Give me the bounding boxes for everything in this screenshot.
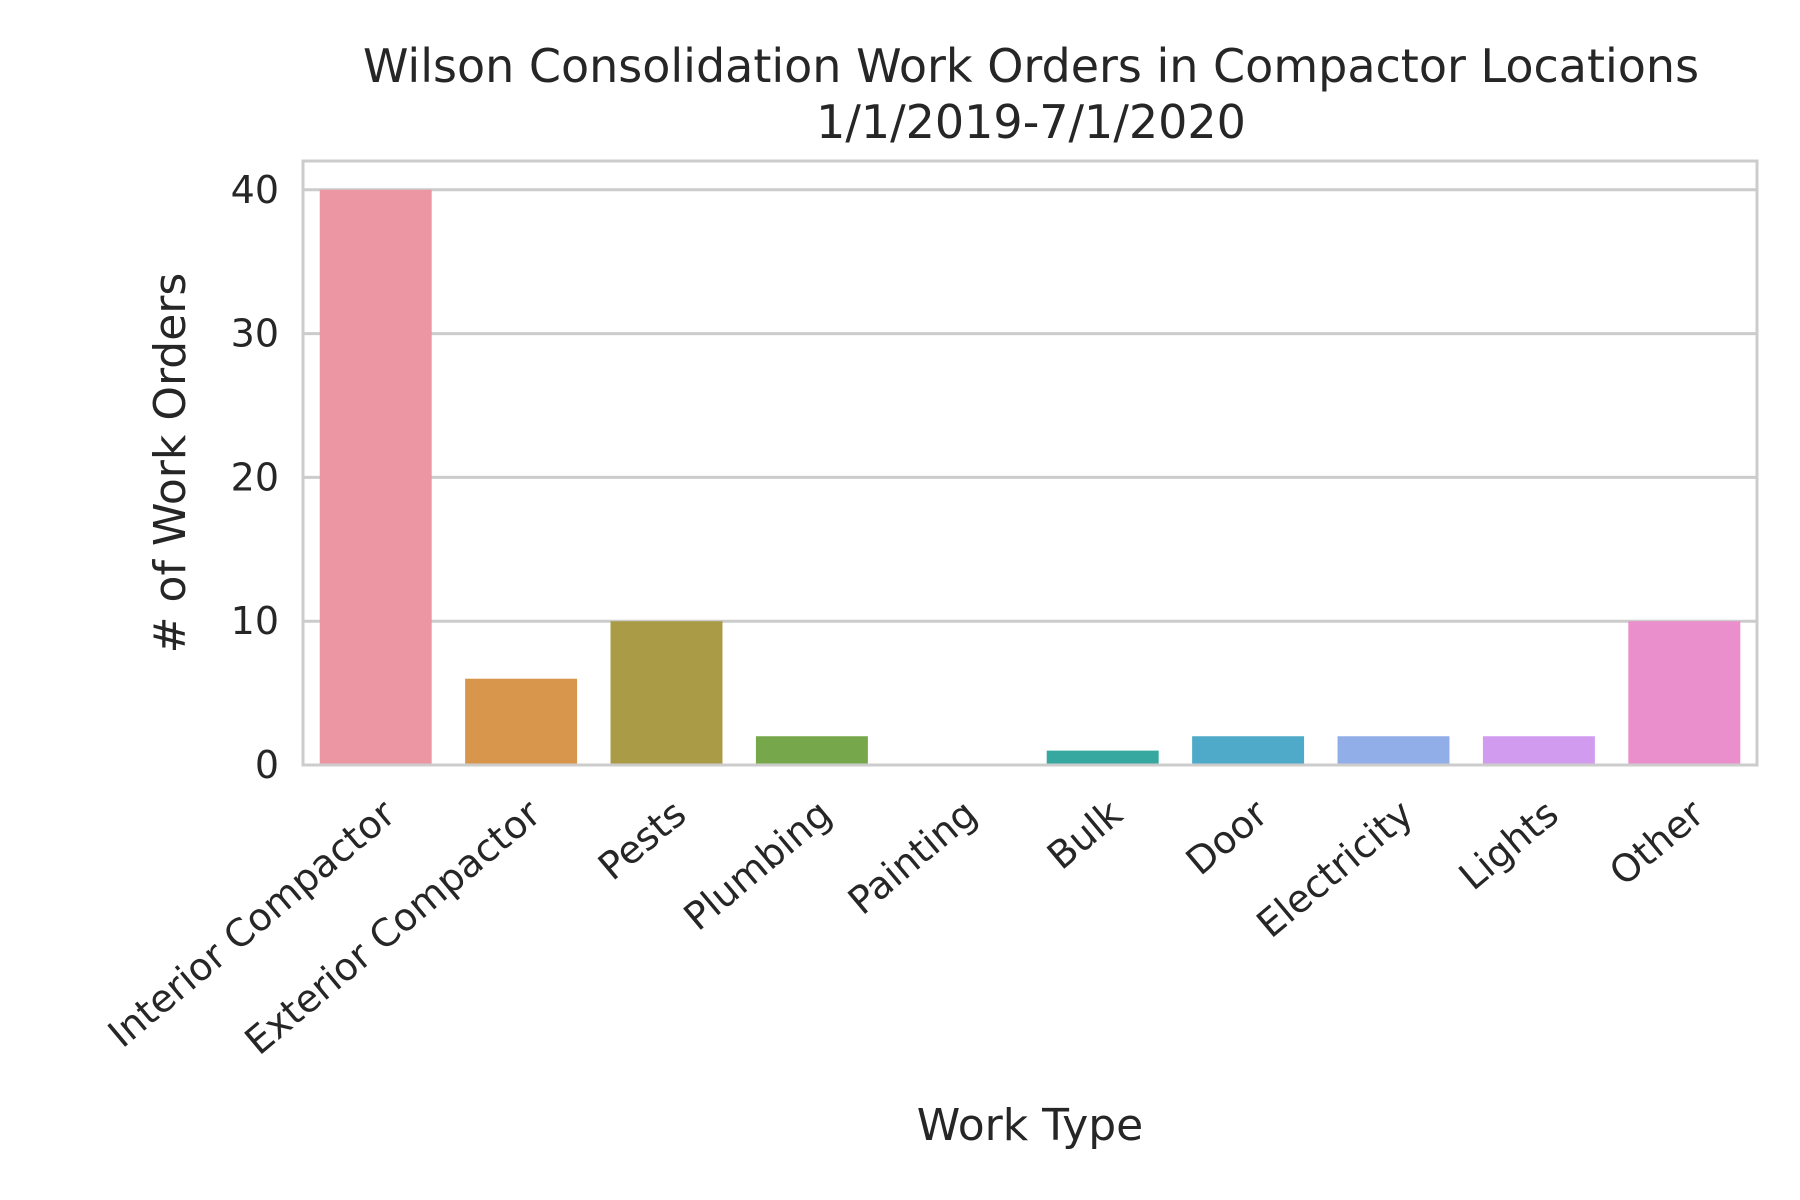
x-tick-label-lights: Lights (1451, 791, 1567, 898)
bar-exterior-compactor (465, 678, 578, 765)
y-axis-label: # of Work Orders (145, 273, 196, 654)
y-tick-labels: 0 10 20 30 40 (231, 168, 279, 787)
x-tick-label-other: Other (1601, 791, 1712, 894)
x-tick-label-bulk: Bulk (1039, 791, 1131, 878)
x-axis-label: Work Type (917, 1100, 1143, 1151)
bar-lights (1482, 736, 1595, 765)
x-tick-label-painting: Painting (840, 791, 985, 923)
bar-interior-compactor (319, 189, 432, 765)
chart-title-line-1: Wilson Consolidation Work Orders in Comp… (363, 39, 1699, 93)
bar-other (1628, 621, 1741, 765)
y-tick-label-0: 0 (255, 743, 279, 787)
plot-frame (301, 159, 1759, 767)
x-tick-label-electricity: Electricity (1248, 791, 1421, 946)
bars (319, 189, 1741, 766)
chart-title-line-2: 1/1/2019-7/1/2020 (816, 95, 1246, 149)
bar-plumbing (755, 736, 868, 765)
bar-pests (610, 621, 723, 765)
y-tick-label-3: 30 (231, 312, 279, 356)
x-tick-label-door: Door (1178, 791, 1277, 884)
bar-door (1192, 736, 1305, 765)
x-tick-label-plumbing: Plumbing (675, 791, 839, 939)
y-tick-label-2: 20 (231, 455, 279, 499)
x-tick-label-pests: Pests (590, 791, 694, 889)
bar-bulk (1046, 750, 1159, 765)
bar-electricity (1337, 736, 1450, 765)
y-tick-label-4: 40 (231, 168, 279, 212)
y-tick-label-1: 10 (231, 599, 279, 643)
